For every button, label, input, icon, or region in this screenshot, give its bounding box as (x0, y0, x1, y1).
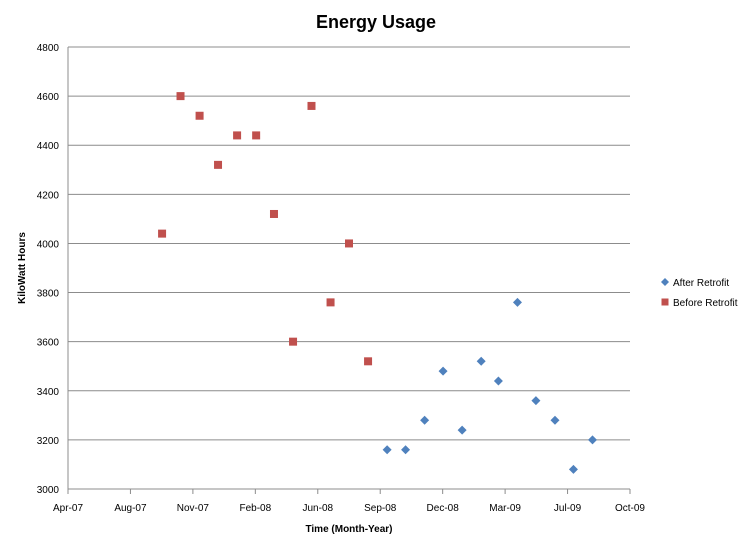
x-tick-label: Apr-07 (53, 503, 83, 514)
after-retrofit-point (382, 445, 392, 455)
before-retrofit-point (233, 131, 242, 140)
x-axis-title: Time (Month-Year) (305, 524, 392, 535)
y-axis-tick-labels: 3000 3200 3400 3600 3800 4000 4200 4400 4600 4800 (37, 43, 60, 496)
before-retrofit-point (289, 337, 298, 346)
y-tick-label: 3400 (37, 387, 60, 398)
y-tick-label: 3200 (37, 436, 60, 447)
x-tick-label: Jun-08 (302, 503, 333, 514)
legend-label: Before Retrofit (673, 298, 738, 309)
y-tick-label: 4800 (37, 43, 60, 54)
after-retrofit-point (457, 425, 467, 435)
after-retrofit-point (531, 396, 541, 406)
x-tick-label: Dec-08 (427, 503, 460, 514)
legend-diamond-marker (661, 278, 669, 286)
before-retrofit-point (345, 239, 353, 248)
x-tick-label: Jul-09 (554, 503, 582, 514)
legend-label: After Retrofit (673, 278, 729, 289)
after-retrofit-point (550, 415, 560, 425)
after-retrofit-point (587, 435, 597, 445)
before-retrofit-point (364, 357, 373, 366)
before-retrofit-point (176, 92, 185, 101)
after-retrofit-point (438, 366, 448, 376)
after-retrofit-point (401, 445, 411, 455)
x-tick-label: Sep-08 (364, 503, 397, 514)
y-tick-label: 3600 (37, 338, 60, 349)
y-tick-label: 4400 (37, 141, 60, 152)
chart-title: Energy Usage (316, 12, 436, 32)
data-points (158, 92, 597, 474)
after-retrofit-point (493, 376, 503, 386)
legend-square-marker (661, 298, 669, 306)
legend: After Retrofit Before Retrofit (661, 278, 738, 309)
y-tick-label: 4200 (37, 190, 60, 201)
before-retrofit-point (214, 160, 223, 169)
x-tick-label: Mar-09 (489, 503, 521, 514)
after-retrofit-point (568, 464, 578, 474)
x-tick-label: Nov-07 (177, 503, 210, 514)
before-retrofit-point (269, 209, 278, 218)
y-axis-title: KiloWatt Hours (17, 232, 28, 304)
before-retrofit-point (252, 131, 261, 140)
before-retrofit-point (326, 298, 335, 307)
axes (67, 47, 631, 494)
y-tick-label: 4000 (37, 239, 60, 250)
before-retrofit-point (195, 111, 204, 120)
after-retrofit-point (476, 356, 486, 366)
after-retrofit-point (420, 415, 430, 425)
y-tick-label: 3800 (37, 289, 60, 300)
before-retrofit-point (158, 229, 167, 238)
x-axis-tick-labels: Apr-07 Aug-07 Nov-07 Feb-08 Jun-08 Sep-08 Dec-… (53, 503, 645, 514)
after-retrofit-point (512, 297, 522, 307)
x-tick-label: Aug-07 (114, 503, 147, 514)
x-tick-label: Oct-09 (615, 503, 645, 514)
y-tick-label: 4600 (37, 92, 60, 103)
x-tick-label: Feb-08 (239, 503, 271, 514)
y-tick-label: 3000 (37, 485, 60, 496)
before-retrofit-point (307, 101, 316, 110)
